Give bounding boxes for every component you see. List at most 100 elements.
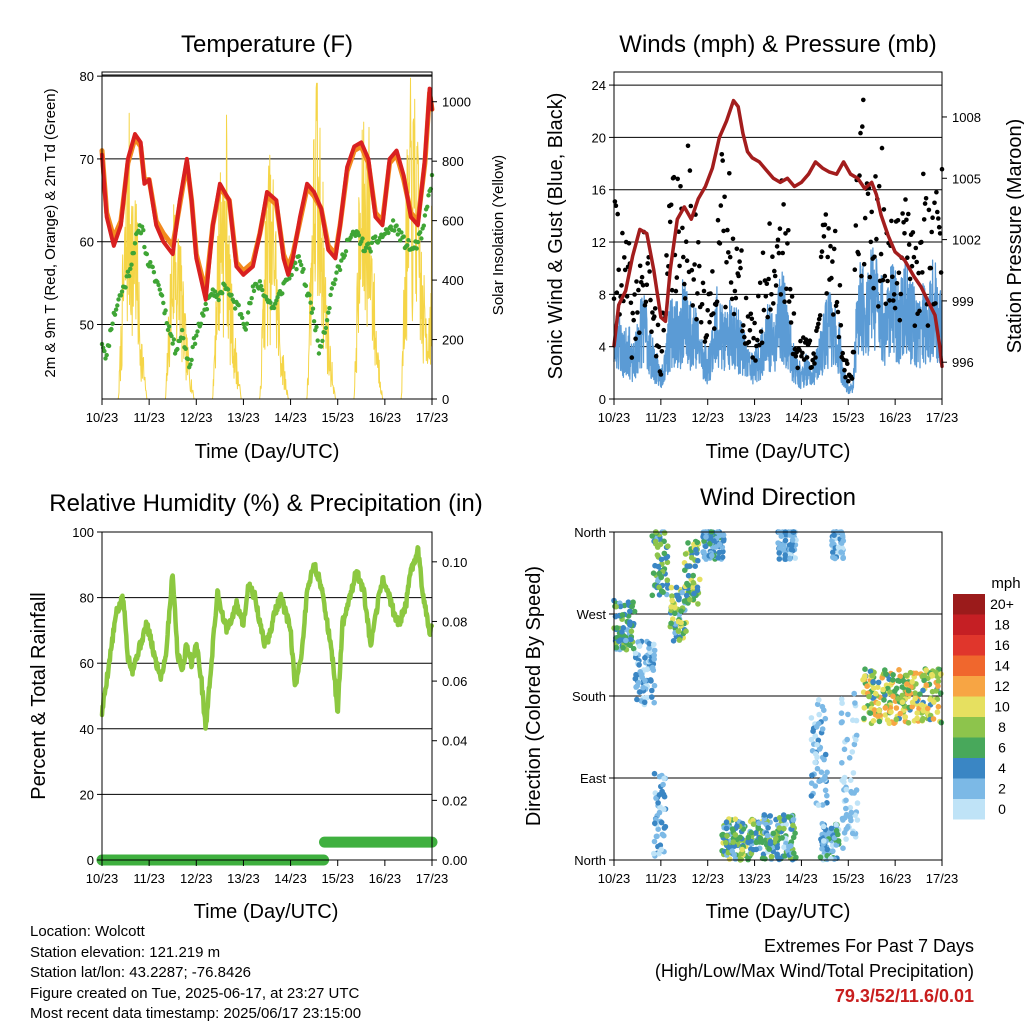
direction-point	[822, 715, 829, 722]
dewpoint-point	[104, 352, 109, 358]
gust-point	[696, 240, 701, 245]
dewpoint-point	[245, 310, 251, 315]
direction-point	[715, 555, 721, 561]
pressure-y2-tick-label: 999	[952, 294, 974, 309]
gust-point	[923, 196, 929, 201]
dewpoint-point	[192, 341, 198, 346]
direction-point	[716, 541, 723, 548]
direction-point	[676, 596, 682, 603]
winds-y-tick-label: 16	[592, 183, 606, 198]
gust-point	[777, 226, 783, 231]
gust-point	[750, 355, 755, 360]
gust-point	[811, 351, 816, 356]
direction-point	[657, 842, 664, 848]
direction-point	[693, 546, 699, 553]
direction-point	[748, 829, 754, 836]
dewpoint-point	[144, 251, 149, 257]
dewpoint-point	[204, 307, 210, 312]
gust-point	[770, 254, 775, 259]
gust-point	[702, 339, 708, 344]
direction-point	[690, 572, 696, 579]
direction-point	[880, 686, 886, 693]
gust-point	[730, 236, 736, 242]
direction-point	[884, 717, 891, 723]
direction-point	[838, 696, 845, 702]
gust-point	[883, 301, 889, 307]
dewpoint-point	[405, 243, 410, 248]
gust-point	[691, 277, 696, 282]
direction-point	[766, 846, 772, 852]
direction-point	[649, 592, 656, 599]
direction-point	[820, 823, 827, 830]
direction-point	[938, 719, 945, 726]
direction-point	[756, 820, 762, 826]
dewpoint-point	[150, 264, 155, 270]
gust-point	[912, 323, 918, 329]
direction-point	[867, 710, 874, 716]
humidity-plot-frame	[101, 531, 433, 861]
direction-point	[762, 856, 768, 862]
humidity-y-tick-label: 80	[80, 591, 94, 606]
direction-point	[702, 543, 709, 550]
gust-point	[658, 372, 664, 377]
gust-point	[685, 143, 691, 149]
direction-point	[849, 830, 856, 837]
direction-point	[627, 636, 634, 643]
gust-point	[887, 298, 892, 303]
solar-y2-tick-label: 0	[442, 392, 449, 407]
dewpoint-point	[394, 223, 399, 228]
direction-point	[812, 733, 818, 739]
gust-point	[778, 292, 784, 297]
gust-point	[692, 262, 697, 267]
gust-point	[728, 280, 734, 285]
direction-point	[923, 682, 930, 688]
direction-point	[782, 556, 788, 562]
direction-point	[641, 699, 648, 706]
direction-x-tick-label: 13/23	[738, 871, 771, 886]
dewpoint-point	[368, 249, 373, 254]
winds-y-tick-label: 20	[592, 130, 606, 145]
direction-point	[627, 608, 633, 615]
dewpoint-point	[225, 287, 231, 292]
gust-point	[737, 259, 742, 264]
gust-point	[872, 254, 877, 260]
dewpoint-point	[326, 310, 331, 315]
direction-point	[890, 677, 896, 683]
gust-point	[879, 145, 885, 151]
gust-point	[678, 184, 683, 189]
gust-point	[717, 241, 723, 246]
dewpoint-point	[181, 336, 186, 341]
direction-point	[850, 717, 856, 723]
gust-point	[803, 337, 809, 342]
direction-point	[860, 677, 866, 683]
dewpoint-point	[399, 230, 404, 235]
gust-point	[698, 320, 704, 325]
winds-xlabel: Time (Day/UTC)	[706, 441, 851, 463]
legend-label: 0	[998, 801, 1006, 817]
direction-x-tick-label: 10/23	[598, 871, 631, 886]
gust-point	[759, 340, 765, 346]
direction-point	[687, 596, 693, 603]
gust-point	[645, 261, 650, 266]
direction-point	[694, 539, 701, 546]
gust-point	[725, 227, 730, 233]
dewpoint-point	[327, 305, 332, 311]
direction-point	[776, 550, 782, 556]
gust-point	[786, 299, 792, 304]
direction-point	[647, 677, 654, 683]
gust-point	[721, 228, 726, 234]
direction-point	[814, 741, 820, 748]
temperature-x-tick-label: 13/23	[227, 410, 260, 425]
direction-point	[669, 593, 675, 599]
direction-point	[815, 802, 822, 808]
direction-point	[909, 699, 916, 706]
dewpoint-point	[212, 289, 218, 294]
gust-point	[736, 273, 741, 279]
gust-point	[925, 323, 931, 328]
gust-point	[700, 280, 706, 286]
gust-point	[816, 321, 821, 327]
direction-point	[822, 787, 829, 794]
dewpoint-point	[233, 306, 238, 311]
gust-point	[776, 250, 782, 256]
direction-point	[707, 541, 713, 547]
